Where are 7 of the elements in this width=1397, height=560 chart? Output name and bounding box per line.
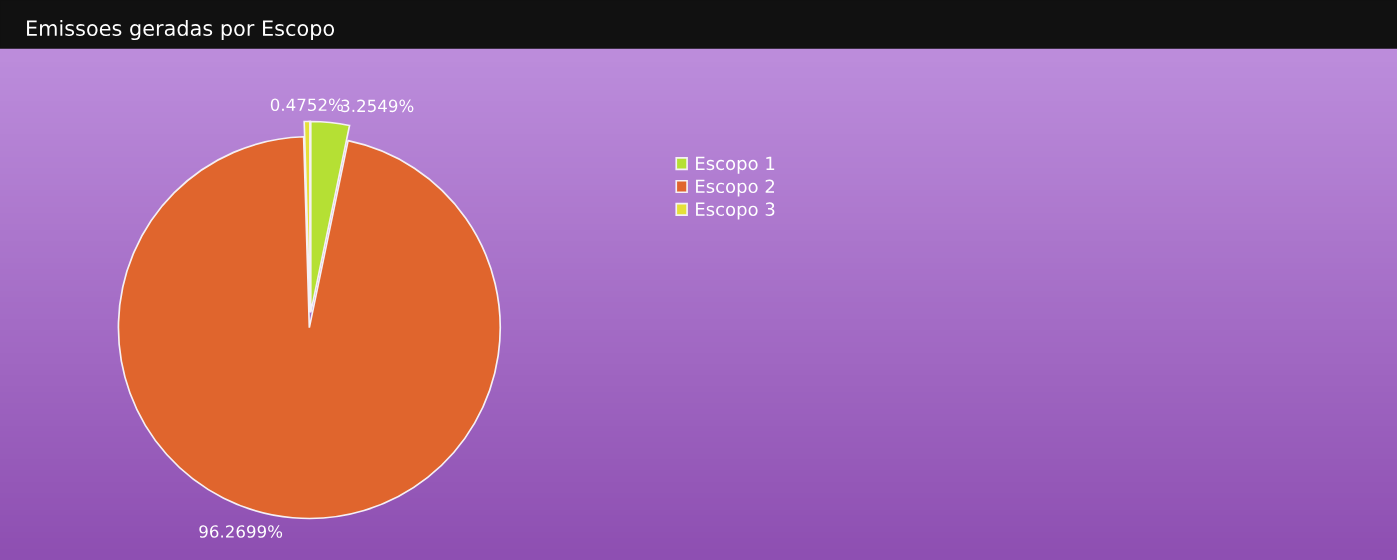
- chart-title: Emissoes geradas por Escopo: [27, 19, 335, 41]
- legend-label: Escopo 3: [696, 202, 775, 220]
- legend-label: Escopo 2: [696, 179, 775, 197]
- data-label: 3.2549%: [341, 99, 414, 113]
- data-label: 0.4752%: [270, 98, 343, 112]
- data-label: 96.2699%: [199, 525, 283, 538]
- legend-label: Escopo 1: [696, 156, 775, 174]
